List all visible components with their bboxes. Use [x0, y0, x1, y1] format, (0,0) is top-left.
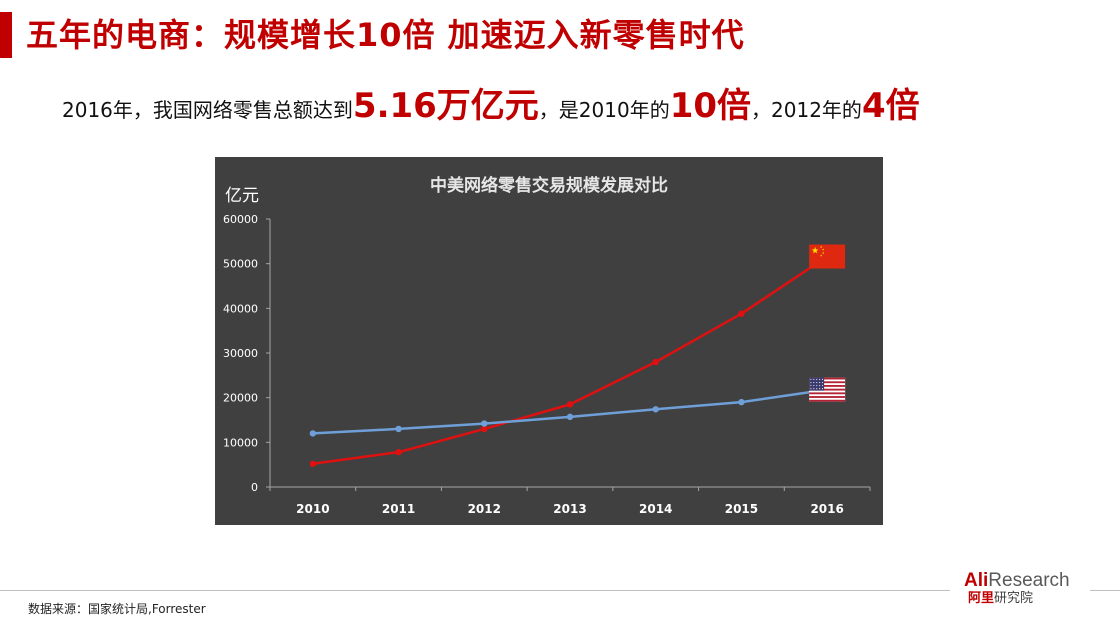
x-tick-label: 2016: [810, 502, 843, 516]
y-tick-label: 30000: [223, 347, 258, 360]
subtitle: 2016年，我国网络零售总额达到5.16万亿元，是2010年的10倍，2012年…: [62, 80, 920, 132]
x-tick-label: 2012: [468, 502, 501, 516]
data-point-us: [652, 406, 659, 413]
y-tick-label: 20000: [223, 392, 258, 405]
series-line-us: [312, 388, 828, 435]
y-tick-label: 40000: [223, 302, 258, 315]
aliresearch-logo: AliResearch 阿里研究院: [964, 570, 1084, 610]
x-tick-label: 2011: [382, 502, 415, 516]
subtitle-highlight-total: 5.16万亿元: [352, 86, 539, 126]
subtitle-highlight-2010: 10倍: [669, 86, 752, 126]
data-point-us: [738, 398, 745, 406]
y-axis-label: 亿元: [225, 186, 259, 206]
us-flag-icon: [809, 377, 846, 402]
subtitle-text-2: ，是2010年的: [538, 98, 670, 122]
y-tick-label: 60000: [223, 213, 258, 226]
data-point-cn: [566, 401, 574, 408]
line-chart: 中美网络零售交易规模发展对比亿元 0 10000 20000 30000 40000 500…: [215, 157, 883, 525]
x-tick-label: 2013: [553, 502, 586, 516]
data-point-us: [481, 420, 488, 427]
logo-research: Research: [988, 570, 1070, 591]
x-tick-label: 2014: [639, 502, 672, 516]
x-tick-label: 2015: [725, 502, 758, 516]
data-point-cn: [395, 448, 402, 456]
data-source: 数据来源：国家统计局,Forrester: [28, 602, 206, 616]
chart-title: 中美网络零售交易规模发展对比: [430, 175, 668, 196]
footer-divider-left: [0, 590, 950, 591]
data-point-us: [566, 413, 574, 421]
footer-divider-right: [1090, 590, 1120, 591]
x-tick-label: 2010: [296, 502, 329, 516]
data-point-us: [395, 425, 402, 433]
data-point-cn: [481, 425, 488, 433]
logo-cn-ali: 阿里: [968, 591, 995, 606]
y-tick-label: 0: [251, 481, 258, 494]
page-title: 五年的电商：规模增长10倍 加速迈入新零售时代: [26, 16, 745, 54]
data-point-cn: [309, 460, 317, 467]
subtitle-highlight-2012: 4倍: [861, 86, 920, 126]
data-point-cn: [738, 310, 745, 317]
data-point-cn: [652, 358, 659, 366]
subtitle-text-1: 2016年，我国网络零售总额达到: [62, 98, 353, 122]
logo-cn-institute: 研究院: [994, 591, 1034, 606]
title-accent-bar: [0, 12, 12, 58]
y-tick-label: 50000: [223, 258, 258, 271]
y-tick-label: 10000: [223, 436, 258, 449]
series-line-cn: [312, 255, 828, 466]
data-point-us: [309, 430, 317, 437]
logo-ali: Ali: [964, 570, 989, 591]
subtitle-text-3: ，2012年的: [751, 98, 862, 122]
china-flag-icon: [809, 244, 846, 269]
